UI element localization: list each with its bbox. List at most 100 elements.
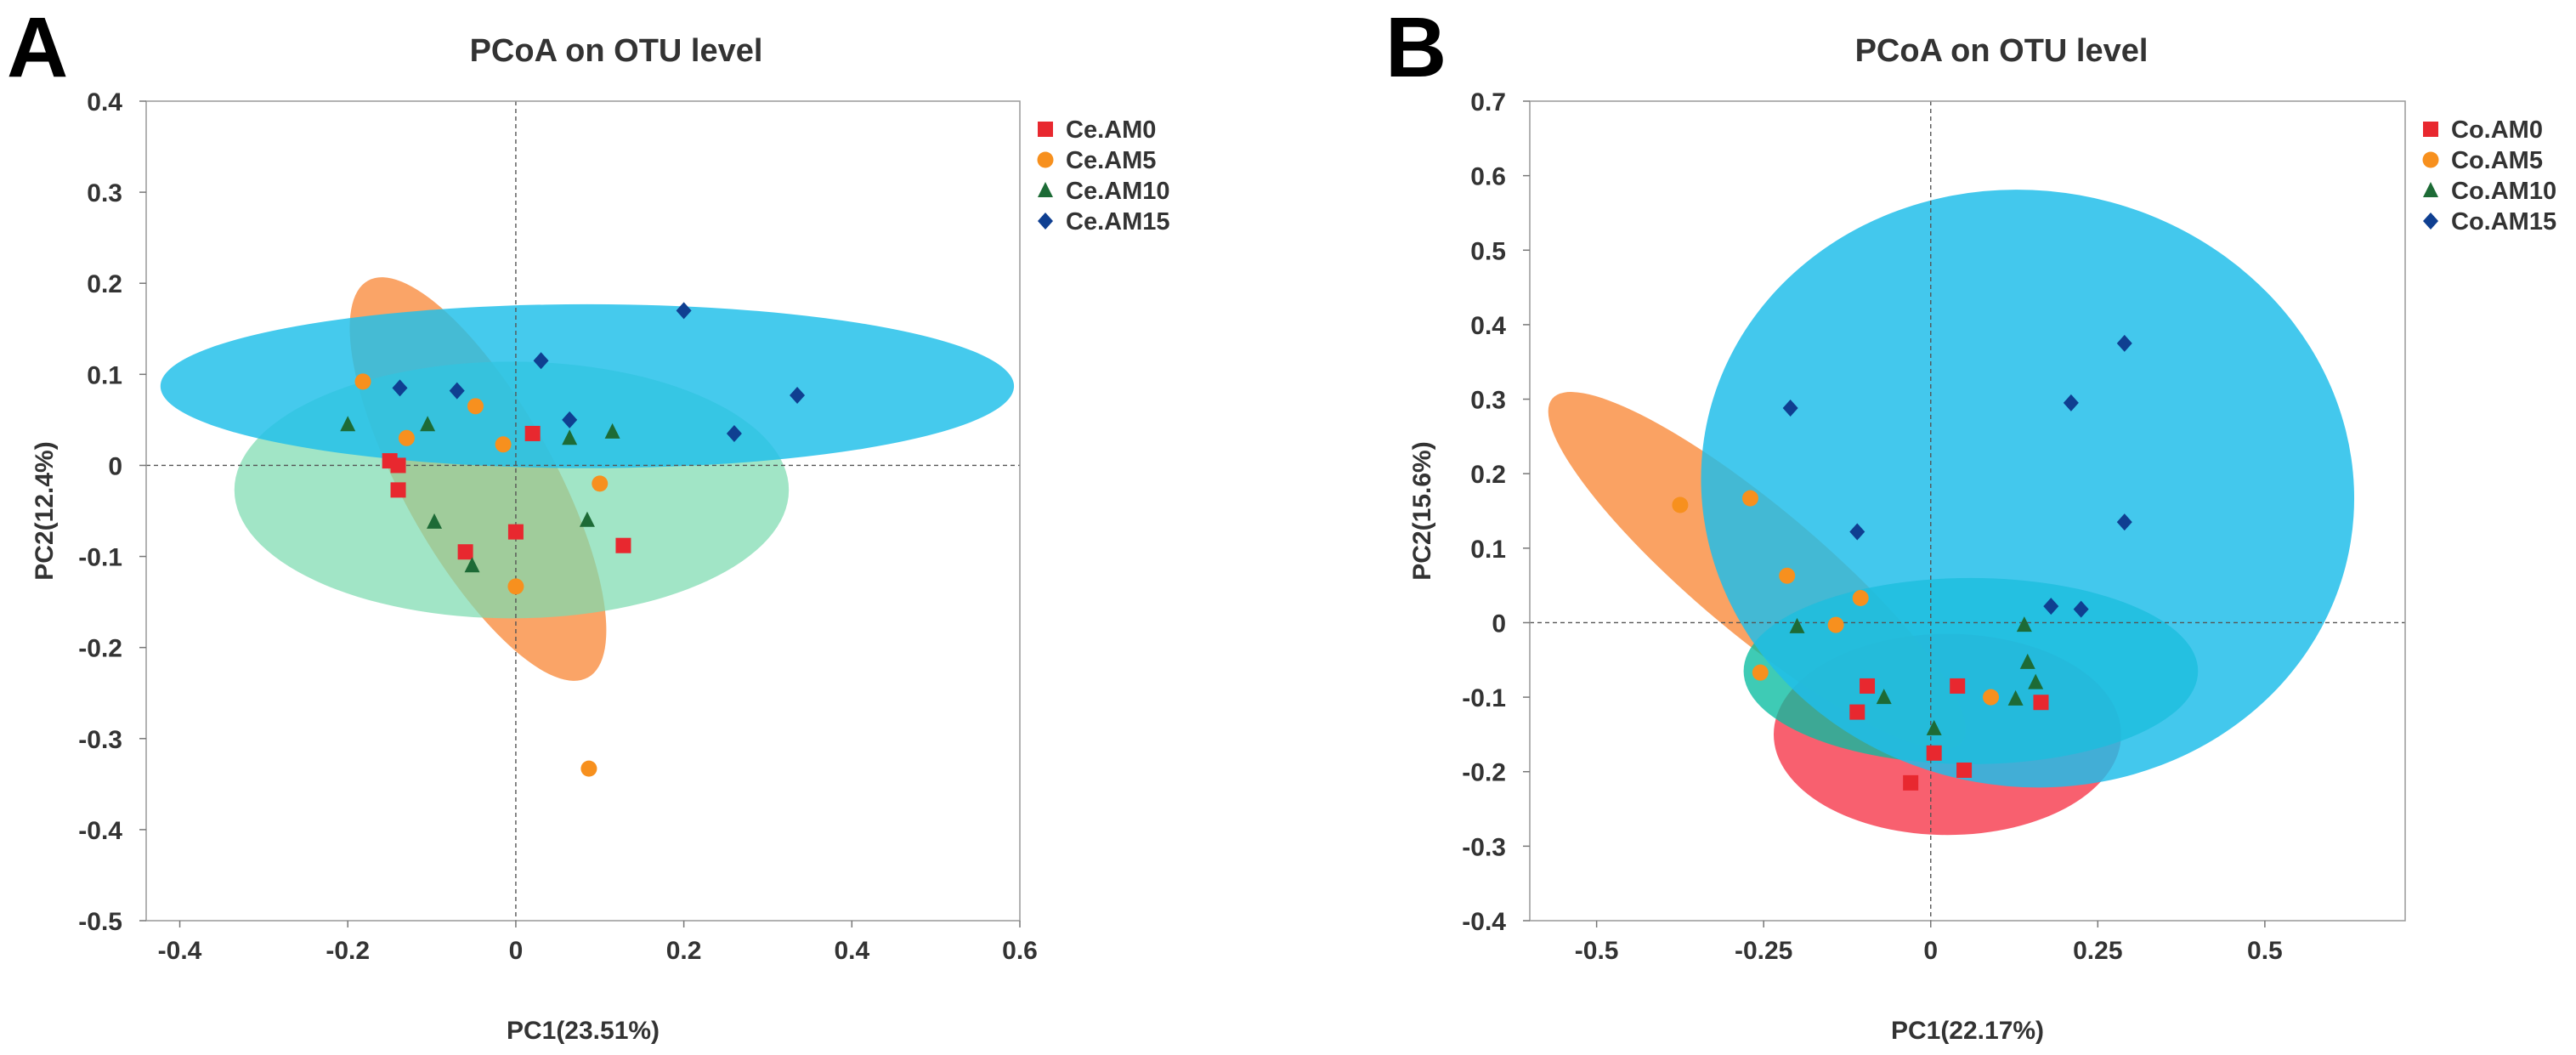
y-tick-label: -0.1 [78,544,122,572]
data-point [390,482,406,498]
x-tick-label: -0.5 [1575,937,1619,965]
confidence-ellipses [1548,190,2355,836]
data-point [1672,496,1689,513]
data-point [580,760,597,777]
series-ce-am5 [354,373,609,777]
series-co-am10 [1789,616,2044,735]
y-tick-label: 0.6 [1470,163,1506,191]
x-tick-label: 0.5 [2247,937,2283,965]
y-tick-label: 0 [1492,610,1506,638]
y-tick-label: 0.5 [1470,237,1506,265]
data-point [726,424,742,442]
series-ce-am0 [382,425,631,560]
x-tick-label: -0.25 [1735,937,1792,965]
x-tick-label: -0.2 [326,937,370,965]
legend-marker [2423,213,2438,230]
y-tick-label: -0.2 [78,635,122,663]
data-point [1903,774,1919,791]
data-point [1741,490,1758,507]
data-point [464,557,480,573]
panel-letter: A [7,0,68,95]
legend-marker [2422,151,2439,168]
plot-frame [145,100,1021,922]
y-tick-label: -0.4 [78,817,122,845]
data-point [1926,745,1942,761]
y-tick-label: -0.5 [78,908,122,936]
chart-title: PCoA on OTU level [1855,33,2149,69]
y-tick-label: 0.2 [87,270,122,298]
legend-label: Co.AM10 [2451,178,2556,205]
series-ce-am15 [392,302,806,442]
data-point [2028,673,2044,689]
data-point [562,429,578,445]
data-point [533,352,549,370]
data-point [1827,616,1844,633]
y-tick-label: 0.3 [87,179,122,207]
data-point [449,382,465,400]
legend-label: Ce.AM0 [1066,116,1156,144]
panel-letter: B [1385,0,1447,95]
data-point [1789,617,1805,633]
y-tick-label: 0.4 [1470,312,1506,340]
data-point [340,416,356,432]
data-point [592,475,609,492]
data-point [2033,695,2049,711]
data-point [457,544,473,560]
data-point [1926,719,1942,735]
data-point [524,425,541,441]
data-point [1849,704,1865,720]
legend-label: Co.AM5 [2451,147,2543,174]
data-point [1849,523,1865,541]
y-tick-label: -0.3 [78,726,122,754]
data-point [1983,689,2000,706]
data-point [579,511,595,527]
data-point [467,398,484,415]
data-point [1950,678,1966,694]
data-point [390,457,406,474]
x-tick-label: 0.4 [834,937,869,965]
data-point [1852,590,1869,607]
legend-label: Ce.AM5 [1066,147,1156,174]
legend-marker [1038,122,1053,137]
legend-label: Co.AM0 [2451,116,2543,144]
x-axis-label: PC1(23.51%) [507,1017,660,1045]
data-point [2007,689,2024,706]
data-point [1956,762,1973,778]
data-point [2016,616,2032,632]
ellipse-ce-am15 [160,303,1015,468]
legend-marker [2423,122,2438,137]
y-tick-label: 0 [108,452,122,480]
y-tick-label: 0.3 [1470,387,1506,415]
data-point [1782,400,1798,417]
ellipse-co-am15 [1701,190,2355,788]
data-point [2019,653,2035,669]
y-tick-label: 0.1 [87,361,122,389]
y-tick-label: 0.2 [1470,461,1506,489]
x-tick-label: 0.6 [1002,937,1038,965]
data-point [1779,567,1796,584]
data-point [507,524,524,540]
series-ce-am10 [340,416,620,573]
x-tick-label: -0.4 [158,937,202,965]
data-point [354,373,371,390]
series-co-am0 [1849,678,2049,791]
y-axis-label: PC2(15.6%) [1408,441,1436,580]
data-point [2073,600,2089,618]
data-point [2116,513,2132,531]
data-point [790,386,806,404]
data-point [676,302,692,320]
legend-label: Ce.AM15 [1066,208,1170,235]
series-co-am15 [1782,334,2132,618]
x-tick-label: 0.2 [666,937,702,965]
data-point [507,578,524,595]
y-tick-label: -0.2 [1462,759,1506,787]
y-tick-label: -0.1 [1462,684,1506,712]
x-tick-label: 0 [509,937,524,965]
legend-label: Co.AM15 [2451,208,2556,235]
x-tick-label: 0 [1923,937,1938,965]
data-point [1876,689,1892,705]
pcoa-panel-b: B PCoA on OTU level 0.7 0.6 0.5 0.4 0.3 0.2 0.1 0… [1385,0,2556,1045]
x-axis-label: PC1(22.17%) [1891,1017,2044,1045]
y-tick-label: 0.1 [1470,536,1506,564]
chart-title: PCoA on OTU level [470,33,763,69]
